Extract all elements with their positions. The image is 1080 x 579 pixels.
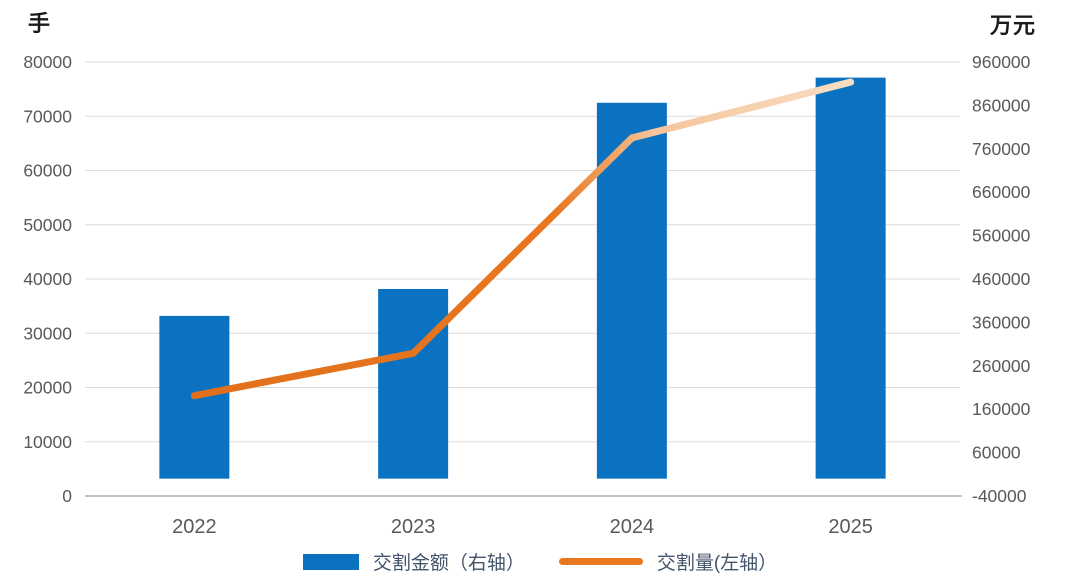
delivery-volume-line <box>190 78 855 400</box>
right-axis-tick-label: 260000 <box>972 356 1031 376</box>
legend-label-line-series: 交割量(左轴） <box>656 553 778 574</box>
right-axis-tick-label: 60000 <box>972 443 1021 463</box>
right-axis-tick-label: 960000 <box>972 52 1031 72</box>
legend-label-bar-series: 交割金额（右轴） <box>372 553 525 574</box>
right-axis-tick-label: 460000 <box>972 269 1031 289</box>
left-axis-tick-label: 20000 <box>23 378 72 398</box>
left-axis-title: 手 <box>28 11 52 36</box>
x-axis-label-2022: 2022 <box>172 516 217 538</box>
legend-bar-swatch <box>302 553 359 570</box>
right-axis-title: 万元 <box>990 13 1037 38</box>
left-axis-tick-label: 0 <box>62 486 72 506</box>
left-axis-tick-label: 80000 <box>23 52 72 72</box>
right-axis-tick-label: 160000 <box>972 399 1031 419</box>
x-axis-label-2023: 2023 <box>391 516 436 538</box>
chart-legend: 交割金额（右轴） 交割量(左轴） <box>0 548 1080 575</box>
right-axis-tick-label: 560000 <box>972 226 1031 246</box>
x-axis-label-2025: 2025 <box>828 516 873 538</box>
right-axis-tick-label: 760000 <box>972 139 1031 159</box>
right-axis-tick-label: -40000 <box>972 486 1027 506</box>
left-axis-tick-label: 70000 <box>23 106 72 126</box>
bar-2025 <box>815 77 886 479</box>
legend-line-swatch <box>558 558 643 565</box>
x-axis-label-2024: 2024 <box>610 516 655 538</box>
right-axis-tick-label: 660000 <box>972 182 1031 202</box>
right-axis-tick-label: 360000 <box>972 312 1031 332</box>
left-axis-tick-label: 30000 <box>23 323 72 343</box>
left-axis-tick-label: 50000 <box>23 215 72 235</box>
left-axis-tick-label: 40000 <box>23 269 72 289</box>
left-axis-tick-label: 10000 <box>23 432 72 452</box>
right-axis-tick-label: 860000 <box>972 95 1031 115</box>
bar-2023 <box>378 288 449 479</box>
left-axis-tick-label: 60000 <box>23 161 72 181</box>
